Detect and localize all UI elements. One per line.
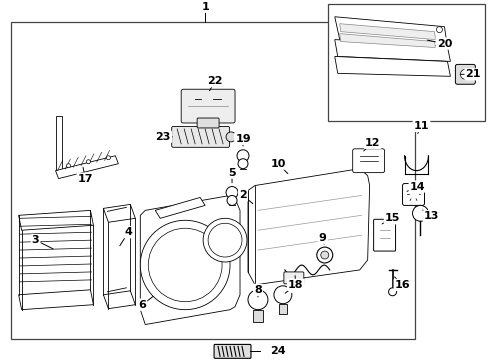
Text: 20: 20 [436,39,451,49]
Bar [327,4,484,121]
FancyBboxPatch shape [181,89,235,123]
Text: 17: 17 [78,174,93,184]
FancyBboxPatch shape [402,184,424,206]
FancyBboxPatch shape [197,118,219,128]
Bar [56,116,61,171]
Text: 13: 13 [423,211,438,221]
FancyBboxPatch shape [373,219,395,251]
Circle shape [66,164,70,168]
Circle shape [106,156,110,160]
Polygon shape [334,17,447,46]
Circle shape [225,186,238,198]
Text: 21: 21 [465,69,480,79]
Text: 1: 1 [201,2,208,12]
Text: 6: 6 [138,300,146,310]
Circle shape [208,223,242,257]
Text: 2: 2 [239,190,246,201]
Circle shape [320,251,328,259]
Text: 8: 8 [254,285,261,295]
Bar [11,22,414,339]
Text: 10: 10 [270,159,285,169]
Circle shape [238,159,247,168]
Circle shape [226,195,237,206]
Bar [278,304,286,314]
Circle shape [148,228,222,302]
Circle shape [247,290,267,310]
Circle shape [225,132,236,142]
Text: 9: 9 [318,233,326,243]
Polygon shape [103,204,135,222]
Circle shape [273,286,291,304]
Text: 11: 11 [413,121,428,131]
FancyBboxPatch shape [171,126,229,147]
Polygon shape [140,195,240,325]
Circle shape [237,150,248,162]
Text: 15: 15 [384,213,400,223]
Bar [252,310,263,321]
Polygon shape [339,33,435,48]
Polygon shape [247,168,369,285]
Text: 19: 19 [235,134,250,144]
Circle shape [86,160,90,164]
Text: 24: 24 [269,346,285,356]
Circle shape [316,247,332,263]
Polygon shape [334,40,449,62]
Text: 7: 7 [289,282,297,292]
Polygon shape [19,290,93,310]
Text: 23: 23 [155,132,171,142]
Circle shape [412,206,427,221]
Polygon shape [155,197,204,218]
Text: 16: 16 [394,280,409,290]
Circle shape [459,69,469,79]
FancyBboxPatch shape [214,345,250,358]
Text: 3: 3 [32,235,40,245]
Text: 12: 12 [364,138,380,148]
FancyBboxPatch shape [284,272,303,284]
Polygon shape [334,57,449,76]
Circle shape [388,288,396,296]
Text: 5: 5 [228,168,235,177]
Circle shape [140,220,229,310]
Text: 14: 14 [409,181,425,192]
Circle shape [203,218,246,262]
Polygon shape [56,156,118,179]
Polygon shape [103,291,135,309]
FancyBboxPatch shape [454,64,474,84]
Text: 4: 4 [124,227,132,237]
Polygon shape [339,24,435,40]
Circle shape [436,27,442,33]
Text: 22: 22 [207,76,223,86]
Polygon shape [19,210,93,230]
FancyBboxPatch shape [352,149,384,173]
Text: 18: 18 [287,280,303,290]
